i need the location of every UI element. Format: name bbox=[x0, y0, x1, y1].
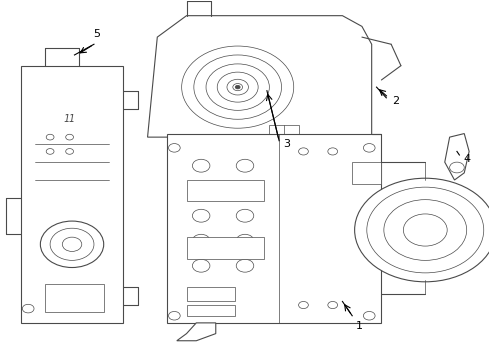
Text: 1: 1 bbox=[356, 321, 363, 332]
Circle shape bbox=[235, 85, 240, 89]
Polygon shape bbox=[147, 16, 372, 137]
Circle shape bbox=[66, 134, 74, 140]
Polygon shape bbox=[445, 134, 469, 180]
Circle shape bbox=[46, 134, 54, 140]
Circle shape bbox=[384, 200, 466, 260]
Polygon shape bbox=[21, 66, 123, 323]
Circle shape bbox=[193, 259, 210, 272]
Circle shape bbox=[62, 237, 82, 251]
Circle shape bbox=[236, 159, 254, 172]
Circle shape bbox=[328, 301, 338, 309]
Circle shape bbox=[403, 214, 447, 246]
Circle shape bbox=[169, 144, 180, 152]
Bar bbox=[187, 237, 265, 258]
Circle shape bbox=[367, 187, 484, 273]
Circle shape bbox=[193, 234, 210, 247]
Circle shape bbox=[193, 159, 210, 172]
Circle shape bbox=[193, 184, 210, 197]
Bar bbox=[45, 284, 104, 312]
Polygon shape bbox=[177, 323, 216, 341]
Circle shape bbox=[46, 149, 54, 154]
Circle shape bbox=[193, 209, 210, 222]
Bar bbox=[187, 180, 265, 202]
Circle shape bbox=[364, 311, 375, 320]
Text: 5: 5 bbox=[93, 28, 100, 39]
Circle shape bbox=[450, 162, 464, 173]
Circle shape bbox=[40, 221, 104, 267]
Circle shape bbox=[169, 311, 180, 320]
Circle shape bbox=[233, 84, 243, 91]
Text: 11: 11 bbox=[64, 114, 75, 124]
Text: 3: 3 bbox=[283, 139, 290, 149]
Circle shape bbox=[227, 79, 248, 95]
Circle shape bbox=[355, 178, 490, 282]
Circle shape bbox=[182, 46, 294, 128]
Bar bbox=[352, 162, 381, 184]
Circle shape bbox=[194, 55, 282, 119]
Text: 4: 4 bbox=[463, 154, 470, 163]
Circle shape bbox=[298, 301, 308, 309]
Circle shape bbox=[298, 148, 308, 155]
Bar bbox=[187, 305, 235, 316]
Circle shape bbox=[328, 148, 338, 155]
Circle shape bbox=[50, 228, 94, 260]
Circle shape bbox=[236, 184, 254, 197]
Bar bbox=[187, 287, 235, 301]
Circle shape bbox=[364, 144, 375, 152]
Circle shape bbox=[66, 149, 74, 154]
Text: 2: 2 bbox=[392, 96, 400, 107]
Bar bbox=[270, 125, 298, 134]
Circle shape bbox=[236, 234, 254, 247]
Circle shape bbox=[236, 259, 254, 272]
Polygon shape bbox=[167, 134, 381, 323]
Circle shape bbox=[206, 64, 270, 111]
Circle shape bbox=[23, 304, 34, 313]
Circle shape bbox=[236, 209, 254, 222]
Circle shape bbox=[217, 72, 258, 102]
